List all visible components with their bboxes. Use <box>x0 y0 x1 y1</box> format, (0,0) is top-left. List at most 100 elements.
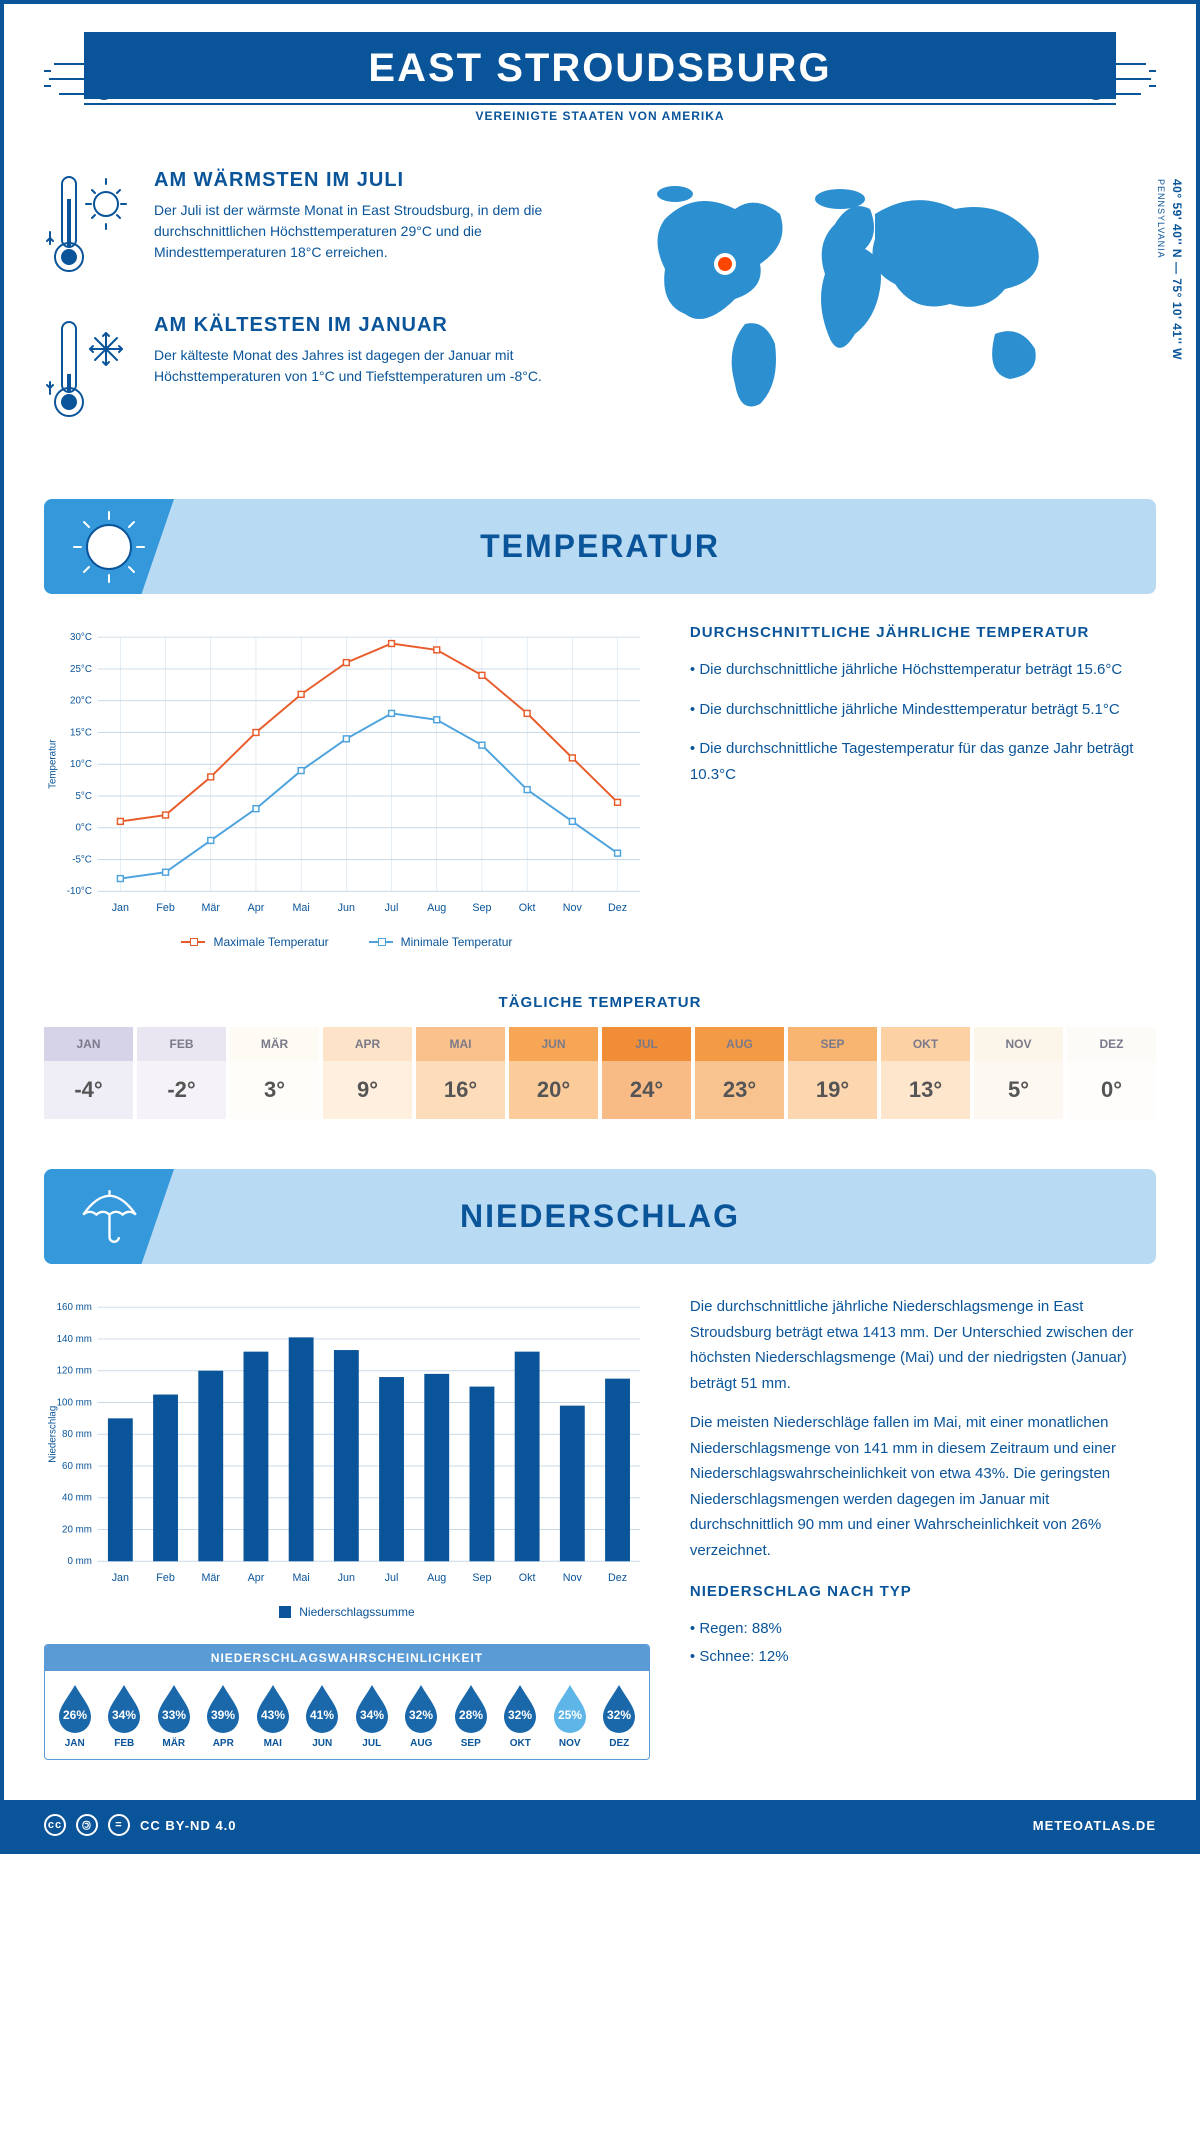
probability-cell: 32% DEZ <box>596 1681 644 1749</box>
probability-cell: 43% MAI <box>249 1681 297 1749</box>
svg-text:Mär: Mär <box>201 902 220 914</box>
world-map: 40° 59' 40'' N — 75° 10' 41'' W PENNSYLV… <box>615 169 1156 424</box>
svg-text:0°C: 0°C <box>75 823 91 834</box>
section-temperature-title: TEMPERATUR <box>480 528 720 565</box>
svg-text:Nov: Nov <box>563 1572 583 1584</box>
probability-panel: NIEDERSCHLAGSWAHRSCHEINLICHKEIT 26% JAN … <box>44 1644 650 1760</box>
svg-text:-10°C: -10°C <box>67 886 92 897</box>
probability-cell: 32% AUG <box>398 1681 446 1749</box>
probability-heading: NIEDERSCHLAGSWAHRSCHEINLICHKEIT <box>45 1645 649 1671</box>
svg-text:34%: 34% <box>112 1708 136 1722</box>
svg-text:Jun: Jun <box>338 902 355 914</box>
fact-coldest: AM KÄLTESTEN IM JANUAR Der kälteste Mona… <box>44 314 585 429</box>
svg-text:43%: 43% <box>261 1708 285 1722</box>
site-name: METEOATLAS.DE <box>1033 1818 1156 1833</box>
fact-cold-text: Der kälteste Monat des Jahres ist dagege… <box>154 345 585 387</box>
daily-cell: NOV 5° <box>974 1027 1063 1119</box>
probability-cell: 34% FEB <box>101 1681 149 1749</box>
fact-cold-title: AM KÄLTESTEN IM JANUAR <box>154 314 585 337</box>
page-title: EAST STROUDSBURG <box>84 46 1116 91</box>
svg-text:Feb: Feb <box>156 902 175 914</box>
header-bar: EAST STROUDSBURG <box>84 32 1116 99</box>
svg-text:60 mm: 60 mm <box>62 1461 92 1472</box>
daily-cell: JUL 24° <box>602 1027 691 1119</box>
svg-text:Aug: Aug <box>427 1572 446 1584</box>
svg-text:80 mm: 80 mm <box>62 1429 92 1440</box>
svg-text:25°C: 25°C <box>70 664 92 675</box>
svg-text:Jul: Jul <box>385 1572 399 1584</box>
probability-cell: 39% APR <box>200 1681 248 1749</box>
daily-temp-title: TÄGLICHE TEMPERATUR <box>44 994 1156 1011</box>
daily-temp-grid: JAN -4° FEB -2° MÄR 3° APR 9° MAI 16° JU… <box>44 1027 1156 1119</box>
state-label: PENNSYLVANIA <box>1156 179 1166 259</box>
daily-cell: JUN 20° <box>509 1027 598 1119</box>
svg-text:30°C: 30°C <box>70 632 92 643</box>
section-temperature-banner: TEMPERATUR <box>44 499 1156 594</box>
precip-para-1: Die durchschnittliche jährliche Niedersc… <box>690 1294 1156 1396</box>
fact-warm-title: AM WÄRMSTEN IM JULI <box>154 169 585 192</box>
svg-text:Sep: Sep <box>472 902 491 914</box>
section-precip-banner: NIEDERSCHLAG <box>44 1169 1156 1264</box>
svg-text:Apr: Apr <box>248 902 265 914</box>
svg-text:Niederschlag: Niederschlag <box>48 1406 59 1463</box>
section-precip-title: NIEDERSCHLAG <box>460 1198 740 1235</box>
svg-text:32%: 32% <box>607 1708 631 1722</box>
svg-text:Dez: Dez <box>608 1572 627 1584</box>
daily-cell: MÄR 3° <box>230 1027 319 1119</box>
temp-info-3: • Die durchschnittliche Tagestemperatur … <box>690 736 1156 787</box>
probability-cell: 28% SEP <box>447 1681 495 1749</box>
daily-cell: AUG 23° <box>695 1027 784 1119</box>
fact-warmest: AM WÄRMSTEN IM JULI Der Juli ist der wär… <box>44 169 585 284</box>
daily-cell: DEZ 0° <box>1067 1027 1156 1119</box>
svg-text:Jan: Jan <box>112 1572 129 1584</box>
probability-cell: 26% JAN <box>51 1681 99 1749</box>
daily-cell: SEP 19° <box>788 1027 877 1119</box>
thermometer-hot-icon <box>44 169 134 284</box>
temp-info-heading: DURCHSCHNITTLICHE JÄHRLICHE TEMPERATUR <box>690 624 1156 641</box>
svg-text:Jan: Jan <box>112 902 129 914</box>
by-icon: 🄯 <box>76 1814 98 1836</box>
fact-warm-text: Der Juli ist der wärmste Monat in East S… <box>154 200 585 263</box>
svg-text:20 mm: 20 mm <box>62 1524 92 1535</box>
precip-type-heading: NIEDERSCHLAG NACH TYP <box>690 1583 1156 1600</box>
temp-info-1: • Die durchschnittliche jährliche Höchst… <box>690 657 1156 683</box>
precip-para-2: Die meisten Niederschläge fallen im Mai,… <box>690 1410 1156 1563</box>
svg-text:Mär: Mär <box>201 1572 220 1584</box>
svg-text:Aug: Aug <box>427 902 446 914</box>
svg-text:Jul: Jul <box>385 902 399 914</box>
svg-text:120 mm: 120 mm <box>57 1366 92 1377</box>
svg-text:100 mm: 100 mm <box>57 1397 92 1408</box>
umbrella-icon <box>44 1169 174 1264</box>
svg-text:-5°C: -5°C <box>72 854 92 865</box>
probability-cell: 41% JUN <box>299 1681 347 1749</box>
svg-text:Feb: Feb <box>156 1572 175 1584</box>
sun-icon <box>44 499 174 594</box>
svg-text:Dez: Dez <box>608 902 627 914</box>
precip-type-rain: • Regen: 88% <box>690 1616 1156 1642</box>
svg-text:Okt: Okt <box>519 1572 536 1584</box>
svg-text:10°C: 10°C <box>70 759 92 770</box>
daily-cell: FEB -2° <box>137 1027 226 1119</box>
svg-text:Jun: Jun <box>338 1572 355 1584</box>
probability-cell: 25% NOV <box>546 1681 594 1749</box>
svg-text:32%: 32% <box>508 1708 532 1722</box>
daily-cell: JAN -4° <box>44 1027 133 1119</box>
svg-text:Nov: Nov <box>563 902 583 914</box>
svg-text:Mai: Mai <box>292 902 309 914</box>
svg-text:25%: 25% <box>558 1708 582 1722</box>
svg-text:Temperatur: Temperatur <box>48 739 59 789</box>
footer: cc 🄯 = CC BY-ND 4.0 METEOATLAS.DE <box>4 1800 1196 1850</box>
svg-text:Mai: Mai <box>292 1572 309 1584</box>
svg-text:39%: 39% <box>211 1708 235 1722</box>
svg-text:34%: 34% <box>360 1708 384 1722</box>
svg-text:0 mm: 0 mm <box>67 1556 91 1567</box>
svg-text:41%: 41% <box>310 1708 334 1722</box>
temp-info-2: • Die durchschnittliche jährliche Mindes… <box>690 697 1156 723</box>
daily-cell: APR 9° <box>323 1027 412 1119</box>
daily-cell: OKT 13° <box>881 1027 970 1119</box>
svg-text:Sep: Sep <box>472 1572 491 1584</box>
svg-text:40 mm: 40 mm <box>62 1493 92 1504</box>
subtitle: VEREINIGTE STAATEN VON AMERIKA <box>84 103 1116 139</box>
probability-cell: 32% OKT <box>497 1681 545 1749</box>
svg-text:28%: 28% <box>459 1708 483 1722</box>
